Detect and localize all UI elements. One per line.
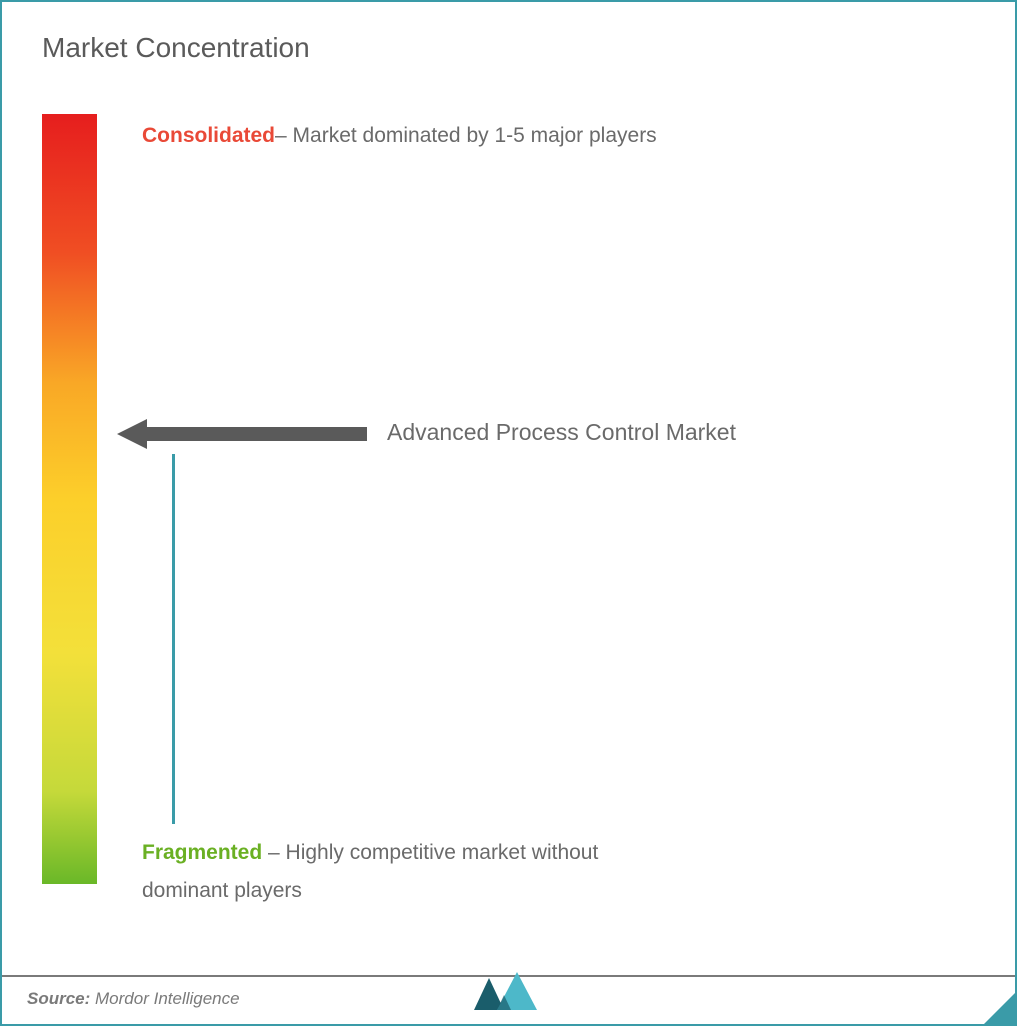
source-attribution: Source: Mordor Intelligence bbox=[27, 989, 240, 1009]
position-arrow-icon bbox=[117, 414, 377, 454]
fragmented-label: Fragmented – Highly competitive market w… bbox=[142, 834, 842, 910]
fragmented-desc-line1: – Highly competitive market without bbox=[262, 841, 598, 864]
fragmented-bold: Fragmented bbox=[142, 841, 262, 864]
source-label: Source: bbox=[27, 989, 90, 1008]
page-title: Market Concentration bbox=[42, 32, 975, 64]
corner-accent-icon bbox=[982, 991, 1017, 1026]
market-name-label: Advanced Process Control Market bbox=[387, 419, 736, 446]
connector-line bbox=[172, 454, 175, 824]
content-area: Consolidated– Market dominated by 1-5 ma… bbox=[42, 114, 975, 894]
infographic-container: Market Concentration Consolidated– Marke… bbox=[0, 0, 1017, 1026]
consolidated-label: Consolidated– Market dominated by 1-5 ma… bbox=[142, 124, 657, 148]
source-name: Mordor Intelligence bbox=[90, 989, 239, 1008]
fragmented-desc-line2: dominant players bbox=[142, 879, 302, 902]
concentration-gradient-bar bbox=[42, 114, 97, 884]
mordor-logo-icon bbox=[469, 970, 549, 1012]
consolidated-desc: – Market dominated by 1-5 major players bbox=[275, 124, 657, 147]
consolidated-bold: Consolidated bbox=[142, 124, 275, 147]
